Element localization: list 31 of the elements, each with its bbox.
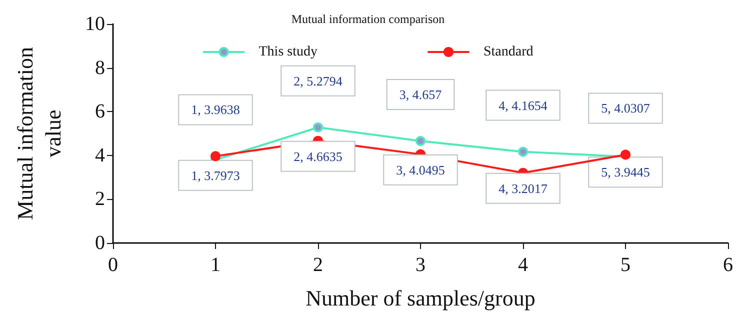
data-label: 4, 4.1654 xyxy=(498,98,548,113)
chart-title: Mutual information comparison xyxy=(291,12,445,26)
data-label: 5, 3.9445 xyxy=(601,164,650,180)
data-label: 3, 4.657 xyxy=(399,87,442,102)
point xyxy=(416,136,426,146)
x-axis-title: Number of samples/group xyxy=(306,286,536,310)
point xyxy=(313,122,323,132)
point xyxy=(518,146,528,157)
data-label: 2, 5.2794 xyxy=(294,73,343,88)
y-tick-label: 2 xyxy=(95,188,105,210)
x-tick-label: 4 xyxy=(518,254,528,276)
x-tick-label: 6 xyxy=(723,254,733,276)
y-tick-label: 10 xyxy=(85,13,105,35)
y-tick-label: 0 xyxy=(95,232,105,254)
legend-label: This study xyxy=(258,44,318,60)
x-tick-label: 5 xyxy=(620,254,630,276)
data-label: 2, 4.6635 xyxy=(294,148,342,164)
y-axis-title: Mutual information value xyxy=(12,47,66,220)
x-tick-label: 2 xyxy=(313,254,323,276)
point xyxy=(210,151,220,162)
data-label: 5, 4.0307 xyxy=(601,100,650,116)
data-label: 3, 4.0495 xyxy=(396,162,445,178)
data-label: 1, 3.7973 xyxy=(191,168,240,183)
y-tick-label: 4 xyxy=(95,144,105,166)
y-tick-label: 6 xyxy=(95,100,105,123)
x-tick-label: 1 xyxy=(210,254,220,276)
x-tick-label: 3 xyxy=(416,254,426,276)
data-label: 4, 3.2017 xyxy=(498,180,548,196)
legend-label: Standard xyxy=(483,44,534,60)
data-label: 1, 3.9638 xyxy=(191,102,240,118)
y-tick-label: 8 xyxy=(95,56,105,79)
